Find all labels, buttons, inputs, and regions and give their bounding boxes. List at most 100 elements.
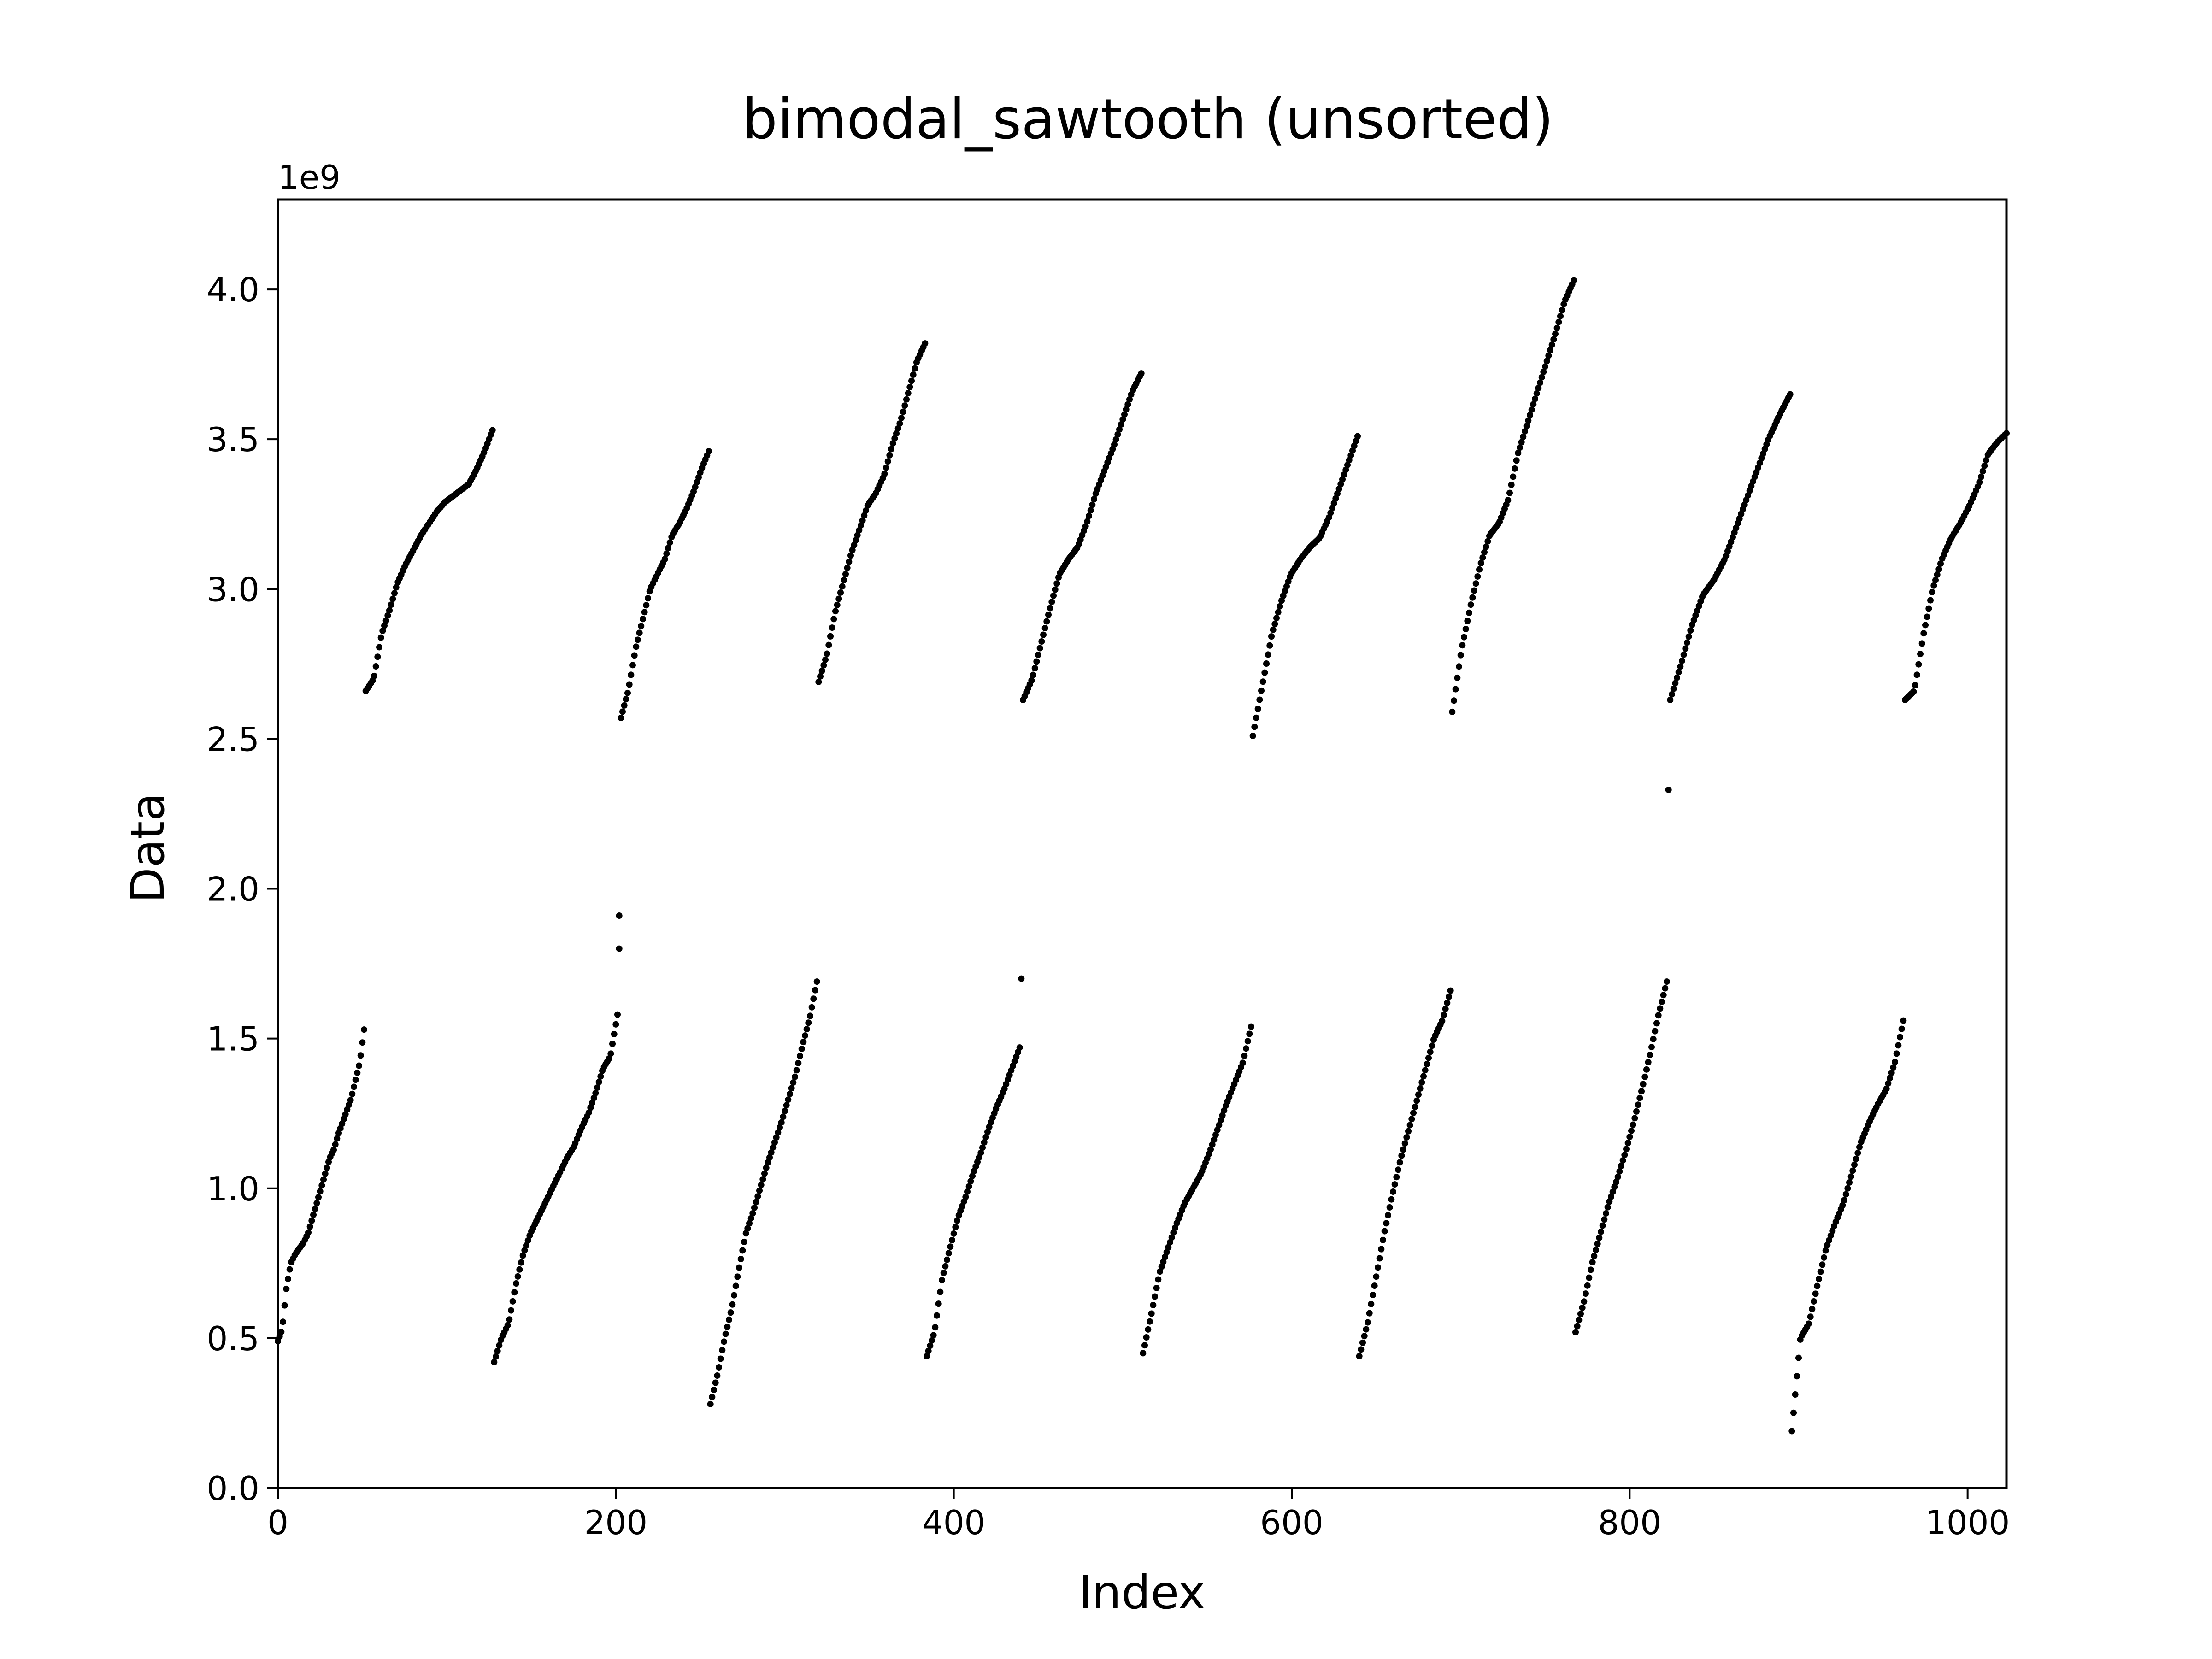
- data-point: [1522, 428, 1528, 435]
- data-point: [1920, 630, 1927, 637]
- data-point: [1910, 688, 1917, 695]
- data-point: [1934, 571, 1941, 578]
- data-point: [1547, 347, 1553, 353]
- data-point: [508, 1307, 514, 1314]
- data-point: [616, 945, 623, 952]
- data-point: [1542, 363, 1548, 370]
- data-point: [376, 644, 382, 651]
- data-point: [1119, 416, 1126, 423]
- data-point: [1898, 1025, 1905, 1032]
- data-point: [883, 464, 889, 471]
- data-point: [1508, 482, 1515, 488]
- data-point: [1160, 1259, 1167, 1265]
- data-point: [359, 1039, 366, 1046]
- data-point: [1807, 1313, 1814, 1320]
- data-point: [790, 1079, 797, 1086]
- data-point: [1535, 385, 1542, 392]
- data-point: [1978, 473, 1984, 480]
- data-point: [886, 452, 893, 459]
- data-point: [1528, 406, 1535, 413]
- data-point: [1043, 618, 1050, 625]
- data-point: [524, 1237, 531, 1244]
- data-point: [1354, 433, 1361, 440]
- data-point: [1538, 374, 1545, 381]
- data-point: [1545, 352, 1552, 359]
- data-point: [734, 1273, 741, 1280]
- data-point: [1888, 1069, 1895, 1076]
- data-point: [1124, 401, 1131, 408]
- data-point: [940, 1270, 947, 1277]
- data-point: [633, 643, 640, 650]
- data-point: [1050, 592, 1057, 599]
- data-point: [1604, 1204, 1611, 1211]
- data-point: [384, 612, 391, 619]
- data-point: [1163, 1248, 1170, 1255]
- data-point: [727, 1309, 734, 1316]
- data-point: [1927, 597, 1934, 604]
- data-point: [1158, 1263, 1165, 1270]
- data-point: [361, 1026, 367, 1033]
- data-point: [1983, 457, 1989, 464]
- data-point: [945, 1250, 952, 1257]
- data-point: [1216, 1122, 1223, 1129]
- data-point: [511, 1289, 518, 1296]
- data-point: [1819, 1261, 1826, 1268]
- data-point: [388, 601, 394, 608]
- data-point: [807, 1012, 813, 1019]
- data-point: [785, 1096, 792, 1103]
- data-point: [1087, 507, 1094, 514]
- y-axis-ticks: 0.0 0.5 1.0 1.5 2.0 2.5 3.0 3.5 4.0: [206, 271, 278, 1508]
- data-point: [1847, 1173, 1854, 1180]
- data-point: [1033, 658, 1040, 665]
- data-point: [1212, 1131, 1219, 1138]
- data-point: [1454, 674, 1461, 681]
- data-point: [694, 479, 700, 486]
- data-point: [1506, 489, 1513, 496]
- data-point: [606, 1055, 612, 1062]
- data-point: [778, 1119, 785, 1126]
- y-tick-label: 4.0: [206, 271, 259, 309]
- data-point: [1273, 615, 1280, 622]
- data-point: [835, 595, 842, 602]
- data-point: [1476, 566, 1483, 573]
- data-point: [844, 565, 851, 571]
- data-point: [1031, 665, 1038, 671]
- data-point: [768, 1149, 775, 1156]
- data-point: [1150, 1301, 1157, 1308]
- data-point: [863, 507, 869, 514]
- data-point: [1635, 1101, 1641, 1108]
- data-point: [1893, 1050, 1900, 1057]
- data-point: [1515, 449, 1522, 456]
- data-point: [884, 458, 891, 465]
- data-point: [1266, 642, 1273, 649]
- data-point: [741, 1238, 747, 1245]
- data-point: [1359, 1339, 1366, 1346]
- data-point: [1410, 1110, 1417, 1117]
- data-point: [612, 1021, 619, 1028]
- data-point: [285, 1275, 291, 1282]
- data-point: [1271, 620, 1278, 627]
- data-point: [1684, 639, 1690, 646]
- data-point: [1375, 1264, 1381, 1271]
- data-point: [322, 1170, 329, 1177]
- data-point: [1854, 1149, 1861, 1156]
- data-point: [889, 440, 896, 447]
- data-point: [773, 1134, 780, 1141]
- data-point: [1048, 599, 1055, 606]
- data-point: [1417, 1085, 1424, 1092]
- data-point: [278, 1328, 285, 1335]
- data-point: [1214, 1126, 1221, 1133]
- data-point: [1461, 634, 1467, 641]
- data-point: [504, 1322, 511, 1329]
- data-point: [393, 584, 400, 591]
- data-point: [1814, 1282, 1821, 1289]
- data-point: [645, 595, 651, 602]
- data-point: [925, 1347, 932, 1354]
- data-point: [722, 1330, 729, 1337]
- data-point: [1589, 1259, 1596, 1265]
- data-point: [1452, 686, 1459, 693]
- data-point: [1248, 1023, 1254, 1030]
- y-tick-label: 0.5: [206, 1319, 259, 1358]
- data-point: [1677, 663, 1684, 670]
- data-point: [927, 1342, 934, 1349]
